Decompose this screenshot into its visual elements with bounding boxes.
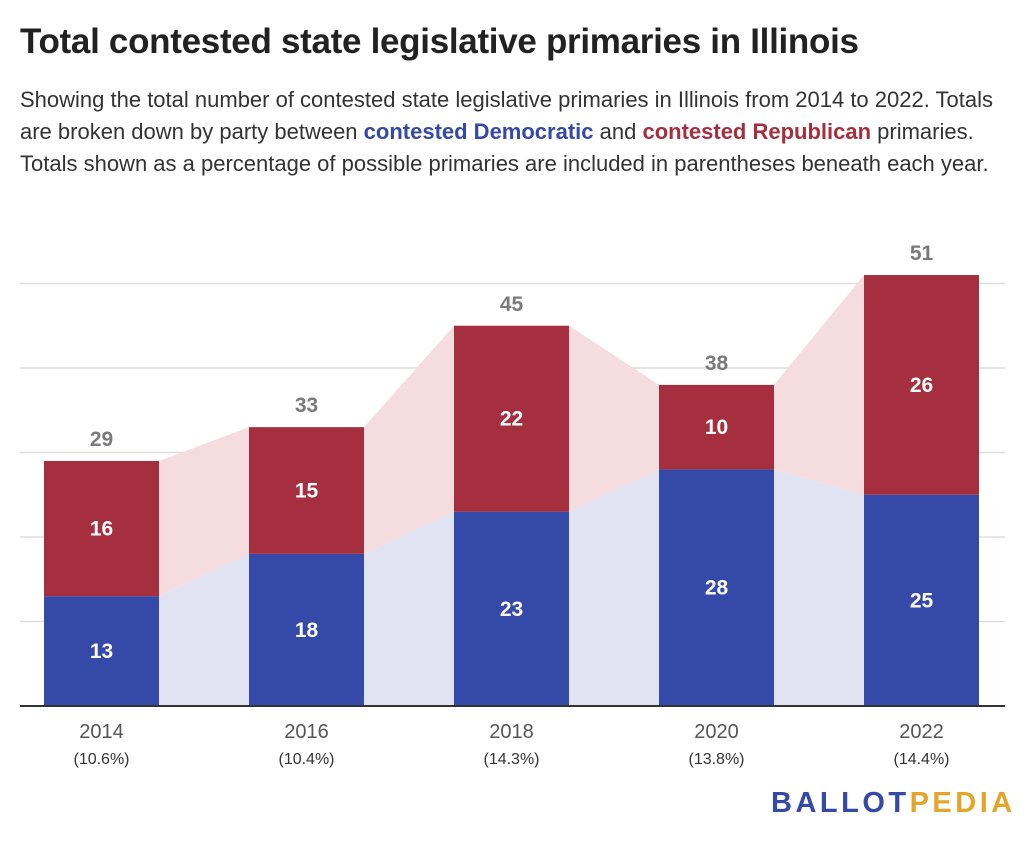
bar-dem-2020: [659, 469, 774, 706]
bar-dem-2018: [454, 511, 569, 706]
total-label-2022: 51: [910, 242, 934, 265]
total-label-2016: 33: [295, 394, 318, 417]
bar-label-dem-2016: 18: [295, 619, 319, 642]
x-tick-2016: 2016: [284, 721, 329, 743]
logo-text-ballot: BALLOT: [771, 787, 910, 819]
x-sublabel-2014: (10.6%): [73, 751, 129, 768]
subtitle-text-1: Showing the total number of contested st…: [20, 87, 994, 144]
bar-rep-2020: [659, 384, 774, 470]
dem-connector-area: [569, 469, 659, 706]
rep-connector-area: [774, 275, 864, 495]
bar-dem-2022: [864, 494, 979, 706]
bar-rep-2016: [249, 427, 364, 554]
bar-rep-2022: [864, 275, 979, 495]
x-sublabel-2018: (14.3%): [483, 751, 539, 768]
total-label-2014: 29: [90, 428, 113, 451]
bar-rep-2018: [454, 325, 569, 512]
rep-connector-area: [364, 325, 454, 554]
dem-connector-area: [364, 511, 454, 706]
x-sublabel-2016: (10.4%): [278, 751, 334, 768]
rep-connector-area: [569, 325, 659, 512]
rep-connector-area: [159, 427, 249, 597]
subtitle-text-2: and: [593, 119, 643, 144]
total-label-2018: 45: [500, 293, 524, 316]
logo-text-pedia: PEDIA: [909, 787, 1016, 819]
ballotpedia-logo: BALLOTPEDIA: [771, 787, 1016, 820]
stacked-bar-chart: 13 16 29 2014 (10.6%) 18 15 33 2016 (10.4%) 23 22 45…: [20, 242, 1005, 768]
x-tick-2018: 2018: [489, 721, 534, 743]
bar-label-dem-2014: 13: [90, 640, 113, 663]
dem-connector-area: [774, 469, 864, 706]
x-tick-2022: 2022: [899, 721, 944, 743]
bar-label-dem-2018: 23: [500, 598, 523, 621]
chart-subtitle: Showing the total number of contested st…: [20, 84, 1010, 180]
x-sublabel-2022: (14.4%): [893, 751, 949, 768]
x-tick-2014: 2014: [79, 721, 124, 743]
total-label-2020: 38: [705, 352, 729, 375]
bar-label-rep-2016: 15: [295, 480, 319, 503]
bar-label-rep-2020: 10: [705, 416, 728, 439]
bar-dem-2014: [44, 596, 159, 706]
x-sublabel-2020: (13.8%): [688, 751, 744, 768]
bar-rep-2014: [44, 460, 159, 597]
bar-label-dem-2022: 25: [910, 589, 934, 612]
bar-dem-2016: [249, 553, 364, 706]
subtitle-dem-label: contested Democratic: [363, 119, 594, 144]
subtitle-rep-label: contested Republican: [642, 119, 872, 144]
bar-label-rep-2018: 22: [500, 408, 523, 431]
chart-title: Total contested state legislative primar…: [20, 22, 859, 61]
x-tick-2020: 2020: [694, 721, 739, 743]
dem-connector-area: [159, 553, 249, 706]
bar-label-rep-2022: 26: [910, 374, 933, 397]
bar-label-rep-2014: 16: [90, 518, 113, 541]
subtitle-text-3: primaries. Totals shown as a percentage …: [20, 119, 989, 176]
bar-label-dem-2020: 28: [705, 577, 729, 600]
